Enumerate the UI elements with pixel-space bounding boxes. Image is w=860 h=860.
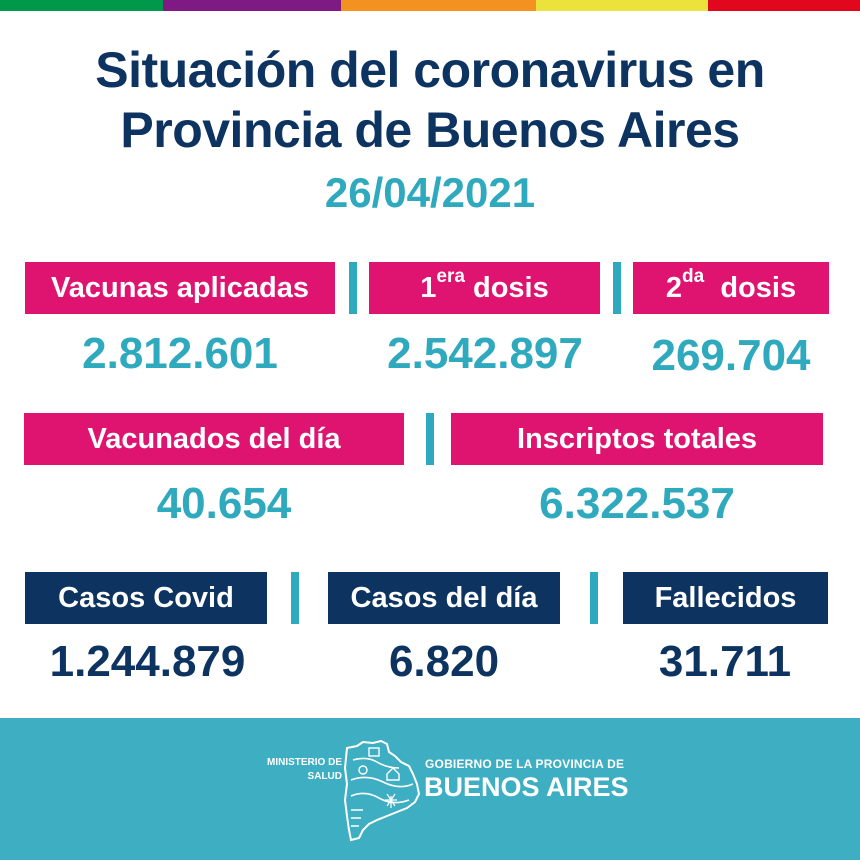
fallecidos-label-text: Fallecidos <box>654 582 797 614</box>
separator <box>426 413 434 465</box>
primera-dosis-num: 1 <box>420 272 437 304</box>
segunda-dosis-sup: da <box>682 266 705 287</box>
separator <box>291 572 299 624</box>
fallecidos-label: Fallecidos <box>623 572 828 624</box>
ministerio-line2: SALUD <box>307 771 342 782</box>
ministerio-de-salud: MINISTERIO DE SALUD <box>230 756 342 784</box>
separator <box>349 262 357 314</box>
casos-del-dia-value: 6.820 <box>388 637 500 686</box>
vacunados-del-dia-label-text: Vacunados del día <box>87 423 341 455</box>
separator <box>613 262 621 314</box>
gobierno-text: GOBIERNO DE LA PROVINCIA DE <box>425 757 625 771</box>
fallecidos-value: 31.711 <box>658 637 792 686</box>
stripe-green <box>0 0 163 11</box>
casos-del-dia-label-text: Casos del día <box>350 582 538 614</box>
report-date: 26/04/2021 <box>324 169 536 216</box>
segunda-dosis-text: dosis <box>720 272 797 304</box>
primera-dosis-label: 1era dosis <box>369 262 600 314</box>
vacunados-del-dia-label: Vacunados del día <box>24 413 404 465</box>
stripe-red <box>708 0 860 11</box>
primera-dosis-text: dosis <box>472 272 549 304</box>
stripe-purple <box>163 0 341 11</box>
separator <box>590 572 598 624</box>
color-stripes <box>0 0 860 11</box>
inscriptos-totales-label-text: Inscriptos totales <box>516 423 758 455</box>
vacunas-aplicadas-value: 2.812.601 <box>82 329 278 378</box>
page-title-line1: Situación del coronavirus en <box>95 42 765 98</box>
vacunas-aplicadas-label-text: Vacunas aplicadas <box>51 272 309 304</box>
inscriptos-totales-value: 6.322.537 <box>539 479 735 528</box>
stripe-orange <box>341 0 536 11</box>
ministerio-line1: MINISTERIO DE <box>266 757 342 768</box>
casos-del-dia-label: Casos del día <box>328 572 560 624</box>
province-map-icon <box>343 740 421 842</box>
vacunas-aplicadas-label: Vacunas aplicadas <box>25 262 335 314</box>
segunda-dosis-num: 2 <box>665 272 683 304</box>
inscriptos-totales-label: Inscriptos totales <box>451 413 823 465</box>
casos-covid-value: 1.244.879 <box>49 637 246 686</box>
primera-dosis-sup: era <box>436 266 465 287</box>
buenos-aires-text: BUENOS AIRES <box>424 772 629 802</box>
primera-dosis-value: 2.542.897 <box>387 329 583 378</box>
vacunados-del-dia-value: 40.654 <box>156 479 292 528</box>
casos-covid-label-text: Casos Covid <box>58 582 234 614</box>
page-title-line2: Provincia de Buenos Aires <box>120 102 740 158</box>
footer: MINISTERIO DE SALUD GOBIERNO DE LA PROVI… <box>0 718 860 860</box>
stripe-yellow <box>536 0 708 11</box>
segunda-dosis-label: 2da dosis <box>633 262 829 314</box>
casos-covid-label: Casos Covid <box>25 572 267 624</box>
segunda-dosis-value: 269.704 <box>651 331 811 380</box>
